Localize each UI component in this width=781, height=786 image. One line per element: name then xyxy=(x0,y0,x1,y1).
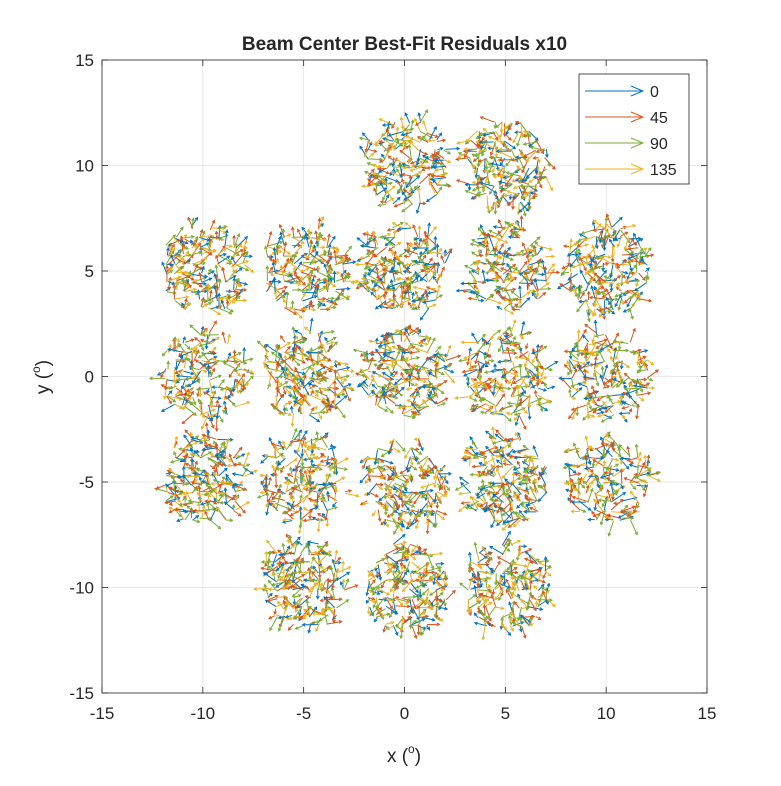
residual-arrow xyxy=(473,387,487,388)
residual-arrow xyxy=(175,486,176,501)
residual-arrow xyxy=(499,149,512,150)
residual-arrow xyxy=(534,280,547,281)
residual-arrow xyxy=(274,278,275,292)
residual-arrow xyxy=(318,351,319,364)
residual-arrow xyxy=(504,123,505,136)
residual-arrow xyxy=(368,159,382,160)
residual-arrow xyxy=(431,176,444,177)
residual-arrow xyxy=(519,283,533,284)
residual-arrow xyxy=(436,185,448,186)
residual-arrow xyxy=(168,255,181,256)
residual-arrow xyxy=(208,365,209,377)
residual-arrow xyxy=(601,283,614,284)
